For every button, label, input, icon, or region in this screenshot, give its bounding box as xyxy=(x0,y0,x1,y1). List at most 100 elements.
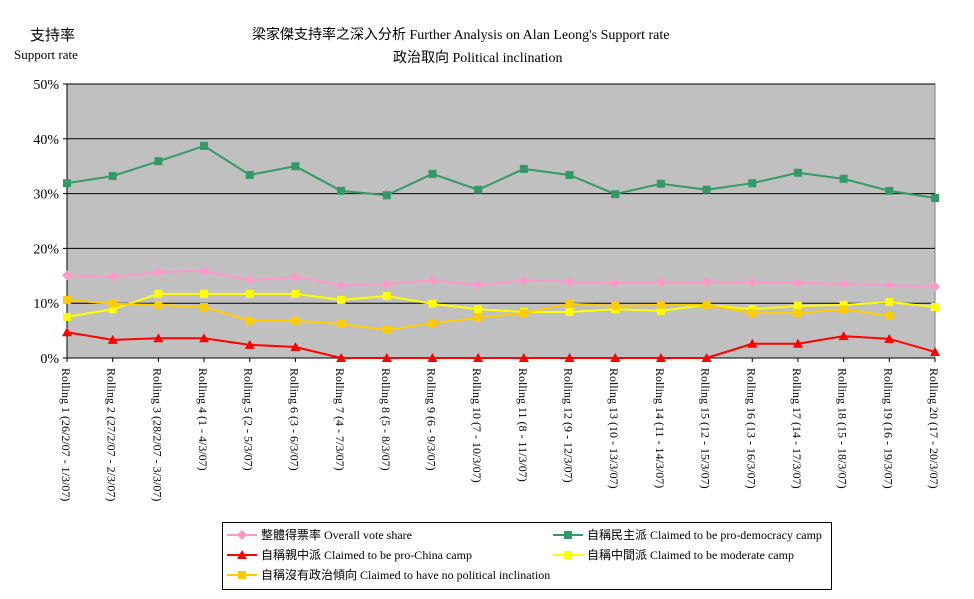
legend-marker xyxy=(237,549,247,559)
legend-item: 自稱親中派 Claimed to be pro-China camp xyxy=(227,546,472,563)
y-tick-label: 30% xyxy=(33,188,59,203)
data-point xyxy=(930,281,940,292)
data-point xyxy=(656,306,665,315)
data-point xyxy=(565,307,574,316)
data-point xyxy=(154,157,163,166)
data-point xyxy=(290,271,301,282)
y-tick-label: 50% xyxy=(33,78,59,93)
series-4 xyxy=(63,295,894,335)
data-point xyxy=(564,353,575,362)
data-point xyxy=(200,141,209,150)
data-point xyxy=(931,303,939,312)
chart-title: 梁家傑支持率之深入分析 Further Analysis on Alan Leo… xyxy=(252,28,670,43)
y-tick-label: 20% xyxy=(33,242,59,257)
x-tick-label: Rolling 12 (9 - 12/3/07) xyxy=(562,368,576,483)
data-point xyxy=(838,331,849,341)
data-point xyxy=(245,170,254,179)
legend-marker xyxy=(564,550,572,559)
y-tick-label: 40% xyxy=(33,133,59,148)
data-point xyxy=(337,295,346,304)
chart-plot: 0% 10% 20% 30% 40% 50% Rolling 1 (26/2/07 - 1/… xyxy=(33,78,941,501)
data-point xyxy=(428,169,437,178)
x-tick-label: Rolling 6 (3 - 6/3/07) xyxy=(287,368,301,471)
data-point xyxy=(473,353,484,362)
data-point xyxy=(518,275,529,286)
data-point xyxy=(108,305,117,314)
data-point xyxy=(154,289,163,298)
data-point xyxy=(748,179,757,188)
series-line xyxy=(66,269,936,288)
data-point xyxy=(107,334,118,344)
data-point xyxy=(656,179,665,188)
x-tick-label: Rolling 13 (10 - 13/3/07) xyxy=(607,368,621,489)
data-point xyxy=(382,292,391,301)
data-point xyxy=(519,309,528,318)
x-tick-label: Rolling 5 (2 - 5/3/07) xyxy=(242,368,256,471)
data-point xyxy=(108,299,117,308)
data-point xyxy=(564,276,575,287)
series-line xyxy=(66,144,936,199)
data-point xyxy=(337,186,346,195)
plot-area xyxy=(66,83,936,359)
x-tick-label: Rolling 18 (15 - 18/3/07) xyxy=(836,368,850,489)
data-point xyxy=(474,185,483,194)
data-point xyxy=(610,353,621,362)
data-point xyxy=(199,333,210,343)
chart-subtitle: 政治取向 Political inclination xyxy=(393,51,563,66)
data-point xyxy=(62,327,72,337)
x-tick-label: Rolling 1 (26/2/07 - 1/3/07) xyxy=(59,368,73,501)
data-point xyxy=(884,280,895,291)
data-point xyxy=(63,295,71,304)
data-point xyxy=(473,280,484,291)
x-tick-label: Rolling 3 (28/2/07 - 3/3/07) xyxy=(150,368,164,501)
y-axis-title: Support rate xyxy=(14,47,78,62)
legend-swatch xyxy=(553,530,583,539)
x-tick-label: Rolling 14 (11 - 14/3/07) xyxy=(653,368,667,488)
legend-label: 自稱親中派 Claimed to be pro-China camp xyxy=(261,548,472,562)
data-point xyxy=(153,266,164,277)
x-tick-label: Rolling 8 (5 - 8/3/07) xyxy=(379,368,393,471)
data-point xyxy=(200,303,209,312)
data-point xyxy=(428,299,437,308)
data-point xyxy=(428,318,437,327)
legend-label: 整體得票率 Overall vote share xyxy=(261,528,412,542)
data-point xyxy=(839,174,848,183)
data-point xyxy=(199,265,210,276)
data-point xyxy=(518,353,529,362)
legend-marker xyxy=(237,529,247,540)
x-tick-label: Rolling 4 (1 - 4/3/07) xyxy=(196,368,210,471)
data-point xyxy=(747,338,758,348)
legend-swatch xyxy=(553,550,583,559)
legend-item: 自稱沒有政治傾向 Claimed to have no political in… xyxy=(227,566,550,583)
data-point xyxy=(565,170,574,179)
data-point xyxy=(611,301,620,310)
y-tick-label: 0% xyxy=(40,352,59,367)
legend-swatch xyxy=(227,549,257,559)
data-point xyxy=(655,353,666,362)
data-point xyxy=(382,326,391,335)
x-tick-label: Rolling 16 (13 - 16/3/07) xyxy=(744,368,758,489)
legend-marker xyxy=(238,570,246,579)
data-point xyxy=(62,270,72,281)
data-point xyxy=(519,164,528,173)
data-point xyxy=(153,333,164,343)
data-point xyxy=(244,275,255,286)
x-tick-label: Rolling 15 (12 - 15/3/07) xyxy=(699,368,713,489)
data-point xyxy=(702,300,711,309)
data-point xyxy=(702,185,711,194)
data-point xyxy=(748,309,757,318)
y-tick-label: 10% xyxy=(33,297,59,312)
legend-swatch xyxy=(227,570,257,579)
data-point xyxy=(154,300,163,309)
data-point xyxy=(885,186,894,195)
series-line xyxy=(66,331,936,359)
data-point xyxy=(565,299,574,308)
data-point xyxy=(290,342,301,352)
x-tick-label: Rolling 2 (27/2/07 - 2/3/07) xyxy=(105,368,119,501)
legend-label: 自稱沒有政治傾向 Claimed to have no political in… xyxy=(261,568,551,582)
data-point xyxy=(337,320,346,329)
data-point xyxy=(107,271,118,282)
data-point xyxy=(427,353,438,362)
legend-item: 整體得票率 Overall vote share xyxy=(227,526,412,543)
legend-item: 自稱民主派 Claimed to be pro-democracy camp xyxy=(553,526,822,543)
